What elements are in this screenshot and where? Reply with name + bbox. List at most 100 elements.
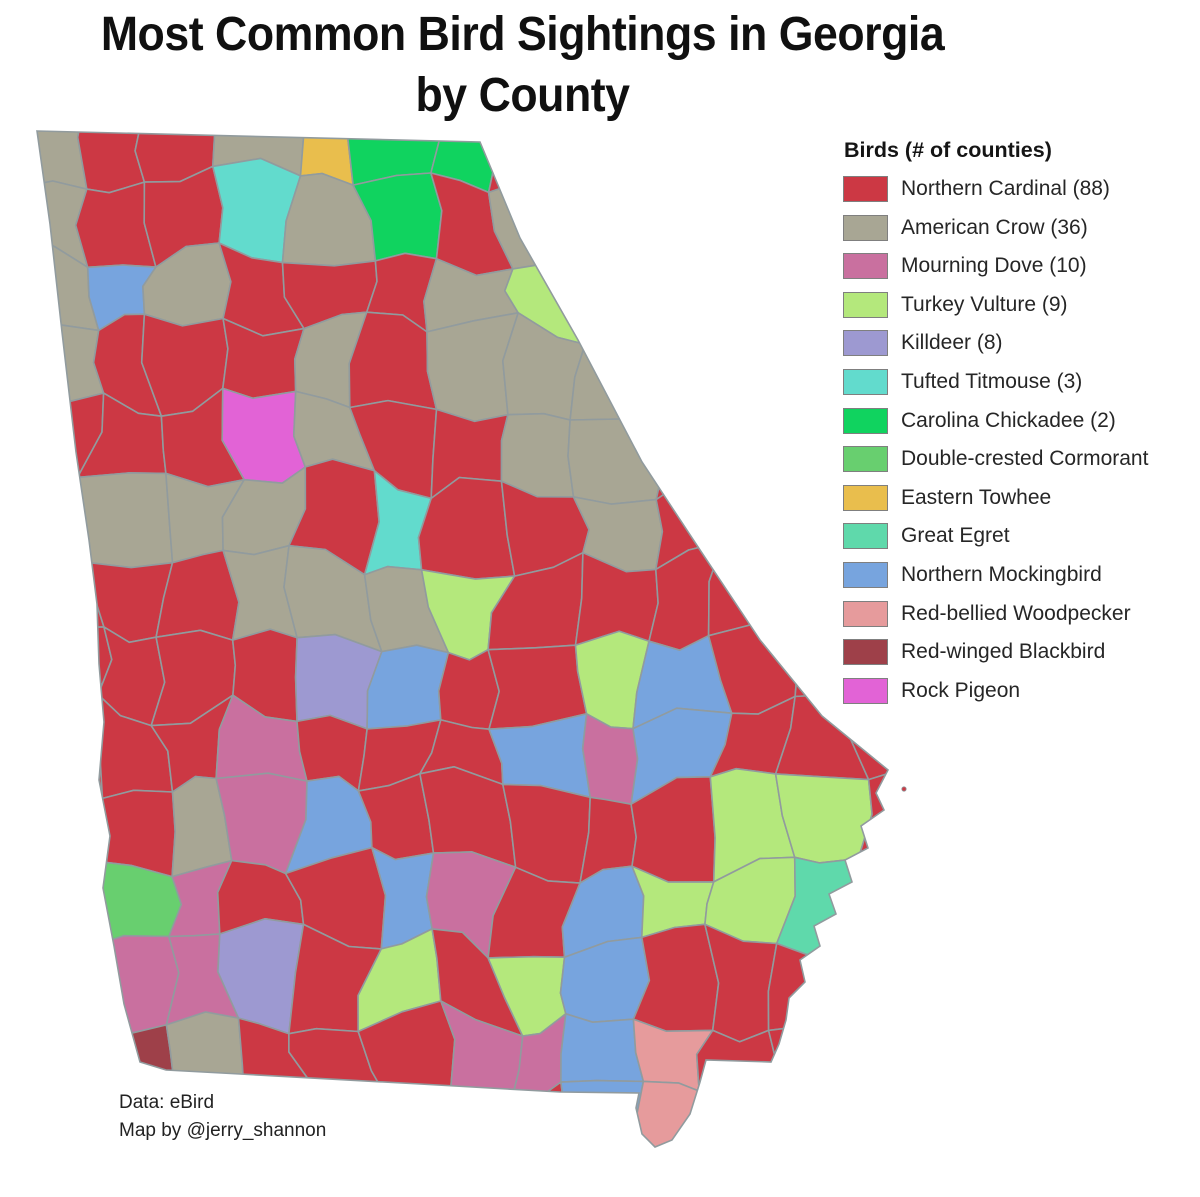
county-cell: [787, 254, 848, 317]
county-cell: [703, 462, 783, 578]
legend-swatch: [843, 523, 888, 550]
county-cell: [500, 412, 575, 498]
legend-swatch: [843, 446, 888, 473]
legend-item-label: Carolina Chickadee (2): [901, 408, 1116, 432]
legend: Birds (# of counties) Northern Cardinal …: [843, 138, 1193, 716]
legend-item-label: Great Egret: [901, 524, 1010, 548]
county-cell: [366, 644, 450, 730]
legend-item-label: American Crow (36): [901, 215, 1088, 239]
county-cell: [707, 540, 794, 637]
legend-swatch: [843, 330, 888, 357]
county-cell: [657, 312, 711, 407]
county-cell: [37, 476, 83, 569]
county-cell: [37, 795, 104, 867]
legend-swatch: [843, 639, 888, 666]
county-cell: [437, 648, 501, 731]
legend-swatch: [843, 291, 888, 318]
county-cell: [567, 404, 667, 505]
map-title: Most Common Bird Sightings in Georgia by…: [37, 4, 1009, 126]
legend-item: Tufted Titmouse (3): [843, 368, 1193, 395]
county-cell: [857, 770, 888, 882]
legend-swatch: [843, 600, 888, 627]
county-cell: [37, 560, 105, 630]
county-cell: [767, 1025, 849, 1080]
county-cell: [778, 396, 854, 499]
legend-title: Birds (# of counties): [844, 138, 1052, 162]
county-cell: [767, 165, 848, 270]
coastal-islet: [901, 786, 907, 792]
legend-item: Turkey Vulture (9): [843, 291, 1193, 318]
county-cell: [648, 173, 721, 274]
county-cell: [645, 262, 711, 342]
legend-item-label: Northern Cardinal (88): [901, 177, 1110, 200]
legend-swatch: [843, 484, 888, 511]
legend-item: Northern Cardinal (88): [843, 176, 1193, 202]
legend-item-label: Red-bellied Woodpecker: [901, 601, 1131, 625]
legend-item: Double-crested Cormorant: [843, 446, 1193, 473]
county-cell: [491, 1081, 573, 1147]
map-title-line2: by County: [415, 69, 630, 122]
caption-author: Map by @jerry_shannon: [119, 1119, 327, 1141]
legend-swatch: [843, 677, 888, 704]
legend-item: Mourning Dove (10): [843, 253, 1193, 280]
county-cell: [655, 387, 715, 501]
county-cell: [701, 169, 796, 270]
county-cell: [771, 1068, 865, 1147]
county-cell: [74, 934, 180, 1038]
county-cell: [584, 240, 660, 346]
legend-item: Killdeer (8): [843, 330, 1193, 357]
state-outline: [36, 130, 890, 1148]
county-cell: [702, 390, 793, 478]
caption: Data: eBird Map by @jerry_shannon: [119, 1089, 326, 1144]
county-cell: [560, 1012, 645, 1083]
county-cell: [702, 313, 800, 398]
legend-swatch: [843, 561, 888, 588]
legend-items: Northern Cardinal (88) American Crow (36…: [843, 176, 1193, 704]
legend-item: Red-winged Blackbird: [843, 639, 1193, 666]
legend-item-label: Northern Mockingbird: [901, 562, 1102, 586]
county-cell: [77, 789, 176, 878]
legend-swatch: [843, 214, 888, 241]
county-cell: [37, 848, 80, 953]
county-cell: [701, 265, 800, 342]
county-cell: [842, 1078, 888, 1147]
county-cell: [444, 1091, 511, 1147]
county-cell: [563, 161, 655, 264]
county-cell: [560, 1079, 645, 1147]
county-cell: [842, 857, 888, 955]
county-cell: [76, 472, 174, 569]
legend-swatch: [843, 176, 888, 202]
map-title-line1: Most Common Bird Sightings in Georgia: [100, 8, 945, 61]
legend-item-label: Eastern Towhee: [901, 485, 1052, 509]
county-cell: [767, 942, 849, 1034]
county-cell: [569, 312, 663, 421]
legend-item: Great Egret: [843, 523, 1193, 550]
legend-item: Eastern Towhee: [843, 484, 1193, 511]
legend-item-label: Tufted Titmouse (3): [901, 369, 1083, 393]
legend-item: Red-bellied Woodpecker: [843, 600, 1193, 627]
county-cell: [698, 1075, 794, 1147]
county-mosaic: [37, 131, 888, 1147]
county-cell: [37, 693, 104, 808]
county-cell: [37, 1028, 99, 1108]
legend-item: Rock Pigeon: [843, 677, 1193, 704]
legend-swatch: [843, 253, 888, 280]
legend-swatch: [843, 368, 888, 395]
county-cell: [374, 1083, 454, 1147]
legend-item-label: Red-winged Blackbird: [901, 640, 1106, 664]
county-cell: [840, 936, 888, 1034]
legend-item-label: Double-crested Cormorant: [901, 447, 1149, 471]
legend-item: Carolina Chickadee (2): [843, 407, 1193, 434]
legend-swatch: [843, 407, 888, 434]
legend-item-label: Killdeer (8): [901, 331, 1003, 355]
legend-item-label: Mourning Dove (10): [901, 254, 1087, 278]
county-cell: [780, 313, 846, 425]
county-cell: [37, 923, 86, 1038]
county-cell: [835, 1024, 888, 1110]
county-cell: [791, 624, 843, 705]
legend-item: Northern Mockingbird: [843, 561, 1193, 588]
legend-item-label: Rock Pigeon: [901, 678, 1021, 702]
county-cell: [37, 1095, 109, 1147]
legend-item-label: Turkey Vulture (9): [901, 292, 1068, 316]
caption-source: Data: eBird: [119, 1092, 215, 1113]
